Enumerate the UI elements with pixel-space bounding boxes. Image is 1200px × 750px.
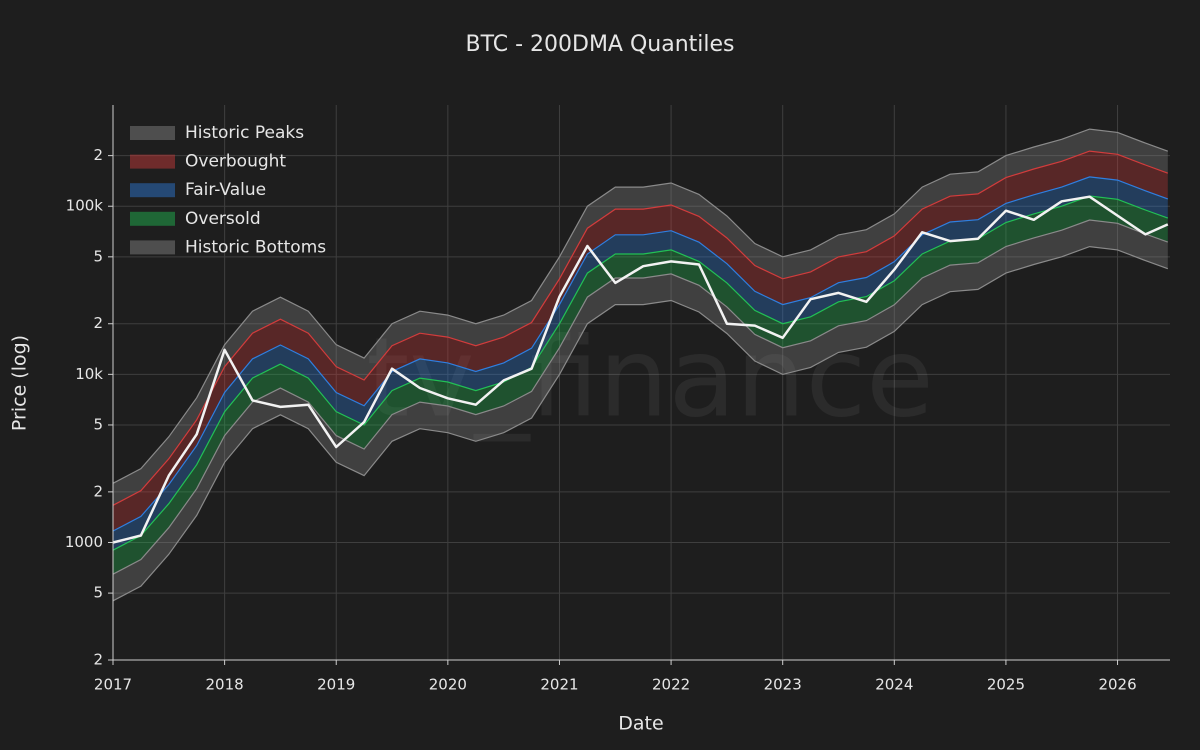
y-tick-label: 2 (93, 146, 103, 164)
band-edge (112, 219, 1169, 575)
legend-label: Oversold (185, 209, 261, 229)
legend-swatch (130, 126, 175, 140)
y-tick-label: 2 (93, 314, 103, 332)
y-tick-label: 5 (93, 415, 103, 433)
y-tick-label: 100k (66, 197, 104, 215)
x-axis-title: Date (618, 713, 663, 735)
band-edge (112, 150, 1169, 506)
y-tick-label: 10k (75, 365, 103, 383)
band-fill (113, 176, 1168, 551)
band-edge (112, 176, 1169, 532)
legend-swatch (130, 154, 175, 169)
x-tick-label: 2026 (1098, 676, 1136, 694)
y-tick-label: 5 (93, 584, 103, 602)
lines (112, 128, 1169, 602)
x-tick-label: 2017 (94, 676, 132, 694)
band-fill (113, 196, 1168, 575)
band-edge (112, 245, 1169, 602)
x-tick-label: 2020 (429, 676, 467, 694)
x-tick-label: 2021 (540, 676, 578, 694)
legend-label: Overbought (185, 152, 286, 172)
y-axis-title: Price (log) (9, 335, 31, 431)
legend: Historic Peaks Overbought Fair-Value Overso… (130, 123, 326, 257)
legend-swatch (130, 211, 175, 226)
y-tick-label: 1000 (65, 533, 103, 551)
band-edge (112, 128, 1169, 484)
legend-label: Fair-Value (185, 180, 266, 200)
chart-title: BTC - 200DMA Quantiles (465, 32, 734, 57)
legend-label: Historic Bottoms (185, 237, 326, 257)
x-tick-label: 2024 (875, 676, 913, 694)
axes: 2 5 1000 2 5 10k 2 5 100k 2 2017 2018 2019 2020 2021 20… (65, 105, 1170, 694)
y-tick-label: 2 (93, 651, 103, 669)
band-fill (113, 151, 1168, 531)
legend-swatch (130, 183, 175, 198)
y-tick-label: 5 (93, 247, 103, 265)
x-tick-label: 2019 (317, 676, 355, 694)
watermark: tv_finance (366, 313, 934, 441)
x-tick-label: 2023 (764, 676, 802, 694)
x-tick-label: 2022 (652, 676, 690, 694)
bands (113, 129, 1168, 601)
y-tick-label: 2 (93, 482, 103, 500)
legend-swatch (130, 240, 175, 255)
legend-label: Historic Peaks (185, 123, 304, 143)
band-edge (112, 195, 1169, 551)
price-line (112, 195, 1169, 544)
x-tick-label: 2018 (206, 676, 244, 694)
band-fill (113, 129, 1168, 506)
x-tick-label: 2025 (987, 676, 1025, 694)
band-fill (113, 220, 1168, 601)
